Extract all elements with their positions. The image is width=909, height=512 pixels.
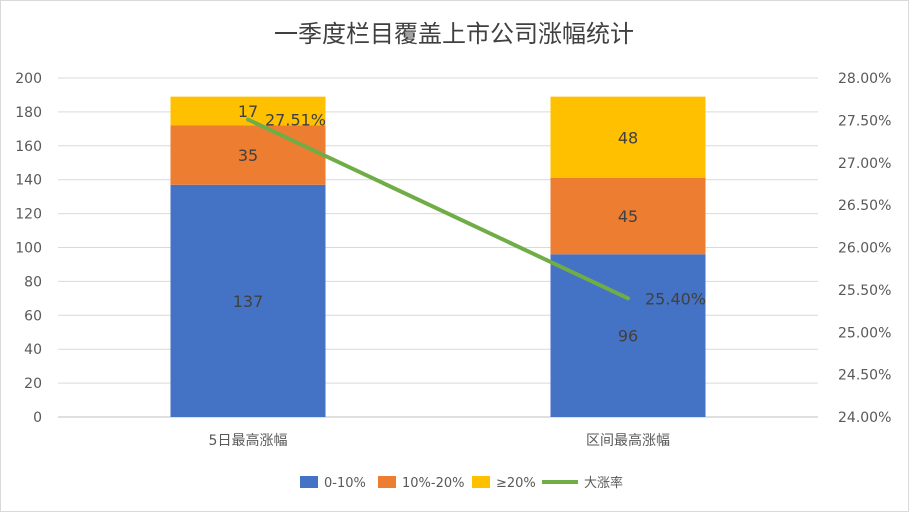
- x-axis-categories: 5日最高涨幅 区间最高涨幅: [209, 432, 670, 449]
- legend-swatch: [300, 476, 318, 488]
- y2-tick-label: 25.50%: [838, 283, 891, 299]
- bar-segment: [550, 254, 706, 417]
- line-data-label: 25.40%: [645, 289, 706, 308]
- line-data-label: 27.51%: [265, 111, 326, 130]
- bar-segment: [550, 178, 706, 255]
- y-tick-label: 40: [24, 342, 42, 358]
- bar-data-label: 48: [618, 128, 638, 147]
- bar-segment: [170, 184, 326, 417]
- x-category-label: 区间最高涨幅: [586, 432, 670, 449]
- bar-data-label: 35: [238, 146, 258, 165]
- line-series-path: [246, 117, 630, 301]
- legend-label: ≥20%: [496, 476, 536, 491]
- bar-data-label: 96: [618, 327, 638, 346]
- legend-label: 10%-20%: [402, 476, 464, 491]
- y2-tick-label: 27.50%: [838, 113, 891, 129]
- y-tick-label: 20: [24, 376, 42, 392]
- y-axis-left: 0 20 40 60 80 100 120 140 160 180 200: [15, 71, 42, 426]
- bar-segment: [550, 96, 706, 179]
- y-tick-label: 200: [15, 71, 42, 87]
- y-tick-label: 60: [24, 308, 42, 324]
- y-tick-label: 180: [15, 105, 42, 121]
- legend: 0-10% 10%-20% ≥20% 大涨率: [300, 475, 623, 491]
- y-tick-label: 100: [15, 241, 42, 257]
- chart-title: 一季度栏目覆盖上市公司涨幅统计: [274, 20, 634, 48]
- bar-data-label: 137: [233, 292, 264, 311]
- x-category-label: 5日最高涨幅: [209, 432, 288, 449]
- y2-tick-label: 24.00%: [838, 410, 891, 426]
- legend-swatch: [378, 476, 396, 488]
- y-tick-label: 0: [33, 410, 42, 426]
- y-tick-label: 140: [15, 173, 42, 189]
- y2-tick-label: 24.50%: [838, 368, 891, 384]
- y2-tick-label: 26.50%: [838, 198, 891, 214]
- y-tick-label: 160: [15, 139, 42, 155]
- y2-tick-label: 27.00%: [838, 156, 891, 172]
- line-series: 27.51% 25.40%: [246, 111, 706, 308]
- bar-data-label: 45: [618, 207, 638, 226]
- bars: 137 35 17 96 45 48: [170, 96, 706, 417]
- y-tick-label: 120: [15, 207, 42, 223]
- y-tick-label: 80: [24, 274, 42, 290]
- y2-tick-label: 25.00%: [838, 325, 891, 341]
- legend-swatch: [472, 476, 490, 488]
- legend-label: 大涨率: [584, 475, 623, 491]
- bar-data-label: 17: [238, 102, 258, 121]
- bar-segment: [170, 125, 326, 185]
- y2-tick-label: 26.00%: [838, 241, 891, 257]
- y2-tick-label: 28.00%: [838, 71, 891, 87]
- y-axis-right: 24.00% 24.50% 25.00% 25.50% 26.00% 26.50% 27.0…: [838, 71, 891, 426]
- legend-label: 0-10%: [324, 476, 366, 491]
